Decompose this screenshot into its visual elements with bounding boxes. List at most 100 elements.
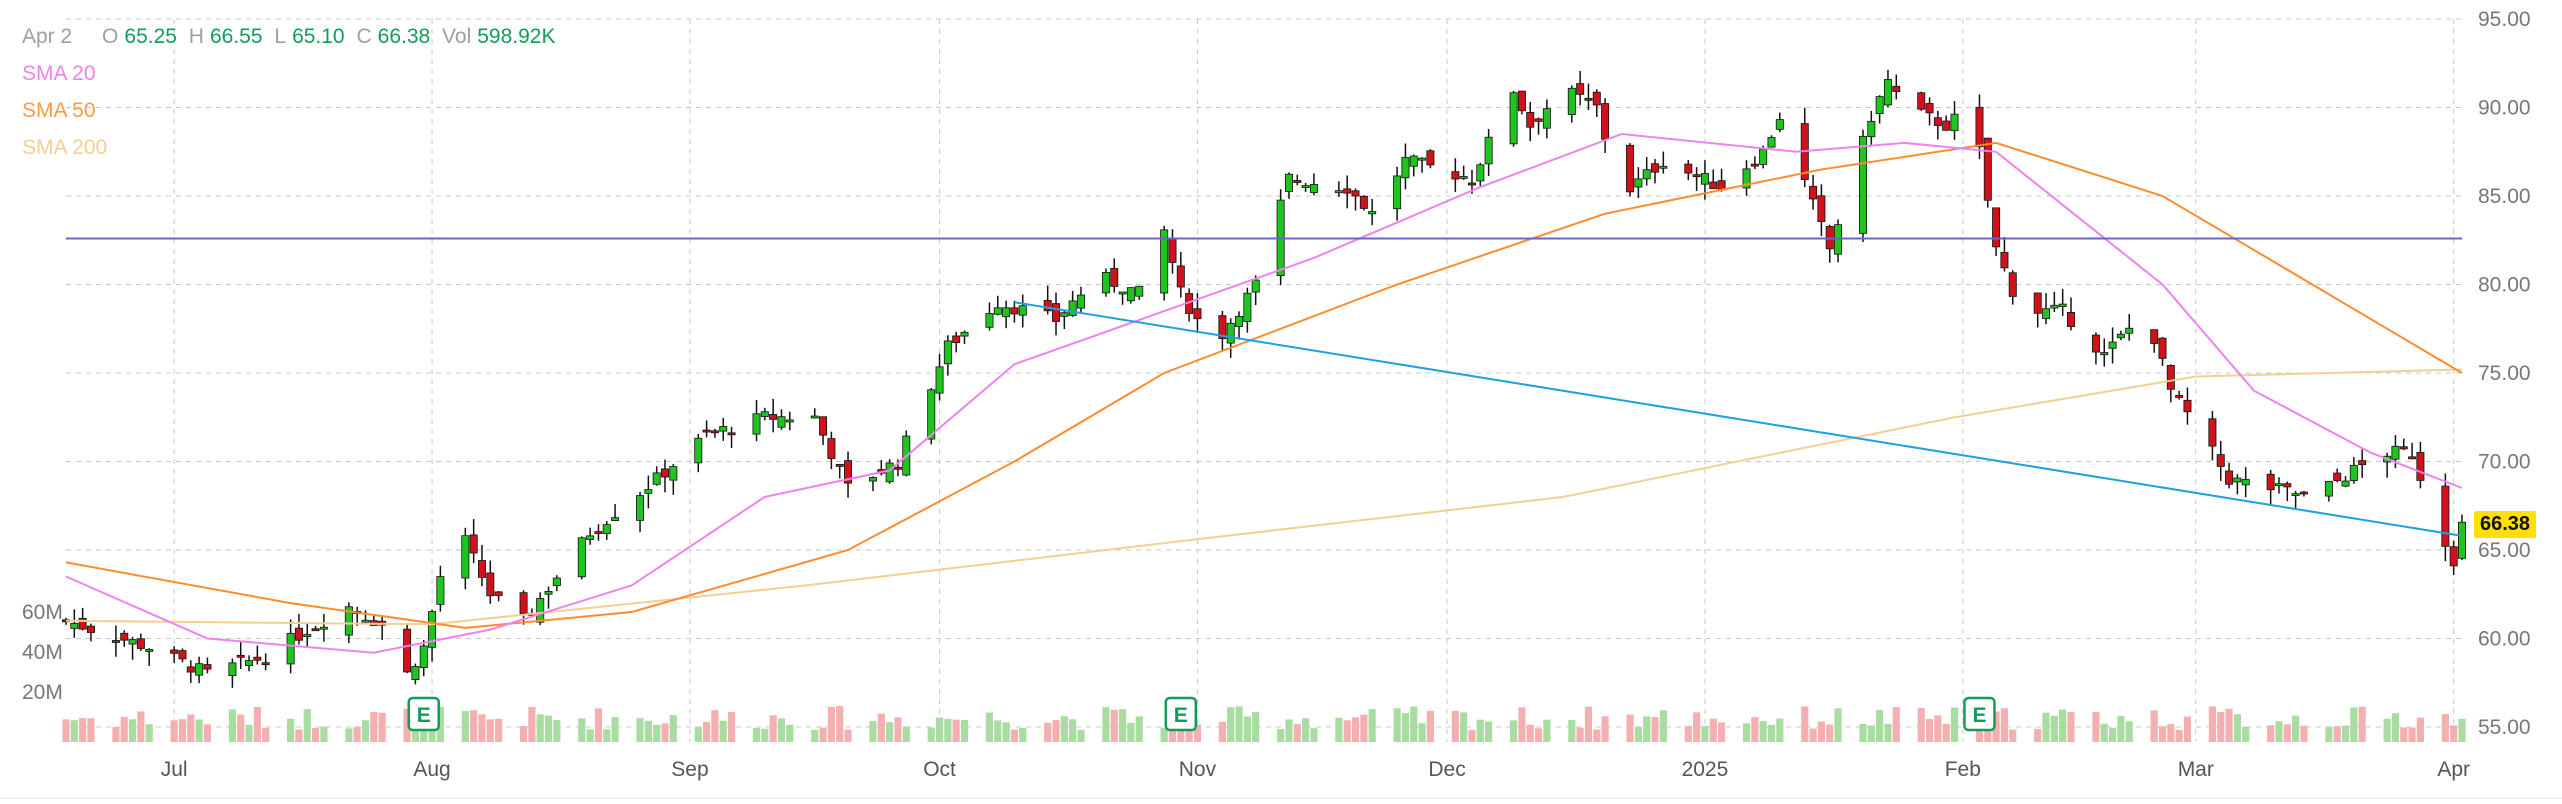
volume-bar — [2117, 716, 2125, 742]
candle-body — [1343, 188, 1352, 194]
volume-bar — [1118, 709, 1127, 742]
candle-body — [1393, 175, 1402, 210]
candle-body — [1359, 195, 1368, 209]
candle-body — [461, 535, 470, 579]
volume-bar — [2341, 725, 2350, 742]
candle-body — [710, 430, 719, 434]
candle-body — [577, 537, 586, 578]
candle-body — [594, 531, 603, 534]
sma20-line — [65, 132, 2463, 654]
candle-body — [419, 645, 428, 669]
candle-body — [1484, 136, 1493, 165]
candle-body — [1110, 268, 1119, 287]
volume-bar — [128, 719, 137, 742]
candle-body — [2166, 364, 2175, 390]
volume-bar — [62, 719, 70, 742]
volume-bar — [544, 715, 553, 742]
volume-bar — [1659, 710, 1667, 742]
volume-bar — [495, 718, 503, 742]
volume-bar — [1277, 728, 1285, 742]
close-label: C — [356, 25, 372, 48]
candle-body — [2150, 329, 2159, 344]
volume-bar — [1302, 718, 1310, 742]
candle-body — [1542, 108, 1551, 129]
volume-bar — [1876, 710, 1884, 742]
volume-bar — [2150, 710, 2158, 742]
legend-sma200[interactable]: SMA 200 — [22, 136, 108, 159]
candle-body — [361, 619, 370, 623]
legend-sma20[interactable]: SMA 20 — [22, 62, 96, 85]
candle-body — [1334, 190, 1343, 194]
candle-body — [2058, 303, 2067, 307]
candle-body — [2324, 481, 2333, 497]
candle-body — [827, 438, 836, 459]
volume-bar — [2092, 711, 2100, 742]
volume-bar — [877, 713, 885, 742]
legend-sma50[interactable]: SMA 50 — [22, 99, 96, 122]
volume-bar — [1218, 721, 1226, 742]
volume-bar — [2408, 727, 2416, 742]
candle-body — [719, 426, 728, 432]
volume-bar — [2067, 711, 2075, 742]
volume-bar — [1235, 706, 1243, 742]
volume-bar — [935, 717, 944, 742]
volume-bar — [1460, 712, 1468, 742]
candle-body — [1052, 303, 1061, 322]
volume-bar — [2350, 707, 2358, 742]
volume-bar — [1950, 707, 1959, 742]
volume-bar — [478, 714, 486, 742]
candle-body — [1135, 285, 1144, 297]
volume-bar — [1859, 724, 1867, 742]
volume-bar — [811, 729, 819, 742]
volume-bars — [62, 706, 2466, 742]
y-tick-label: 80.00 — [2478, 274, 2531, 297]
candle-body — [111, 640, 120, 643]
volume-bar — [769, 715, 777, 742]
volume-bar — [1884, 723, 1892, 742]
volume-bar — [1693, 712, 1701, 742]
volume-bar — [578, 718, 586, 742]
candle-body — [1576, 83, 1585, 95]
volume-bar — [1044, 722, 1052, 742]
candle-body — [120, 632, 129, 641]
trendline — [1014, 301, 2463, 537]
volume-bar — [1110, 709, 1118, 742]
volume-label: Vol — [442, 25, 472, 48]
candle-body — [1301, 185, 1310, 188]
volume-bar — [170, 720, 178, 742]
high-label: H — [188, 25, 204, 48]
volume-bar — [653, 724, 661, 742]
volume-bar — [2242, 726, 2250, 742]
volume-bar — [844, 729, 852, 742]
candle-body — [236, 654, 245, 658]
volume-bar — [827, 706, 835, 742]
candle-body — [2225, 470, 2234, 485]
volume-bar — [727, 711, 736, 742]
volume-bar — [1010, 729, 1019, 742]
volume-bar — [927, 727, 935, 742]
x-tick-label: Dec — [1428, 758, 1465, 781]
candle-body — [2266, 473, 2275, 491]
candle-body — [769, 414, 778, 420]
x-tick-label: 2025 — [1682, 758, 1729, 781]
volume-bar — [836, 706, 844, 742]
candle-body — [1235, 315, 1244, 327]
volume-bar — [1601, 716, 1609, 742]
candle-body — [1284, 173, 1293, 192]
volume-bar — [1335, 717, 1343, 742]
candle-body — [760, 411, 769, 417]
candle-body — [1601, 103, 1610, 140]
candle-body — [1076, 294, 1085, 309]
candle-body — [1759, 148, 1768, 165]
y-tick-label: 95.00 — [2478, 8, 2531, 31]
candle-body — [128, 639, 137, 645]
candle-body — [1775, 119, 1784, 130]
candle-body — [1426, 150, 1435, 166]
earnings-badge — [1164, 696, 1198, 732]
candle-body — [2008, 272, 2017, 297]
y-tick-label: 60.00 — [2478, 628, 2531, 651]
candle-body — [985, 313, 994, 328]
candle-body — [2091, 334, 2100, 353]
volume-tick-label: 60M — [22, 601, 63, 624]
